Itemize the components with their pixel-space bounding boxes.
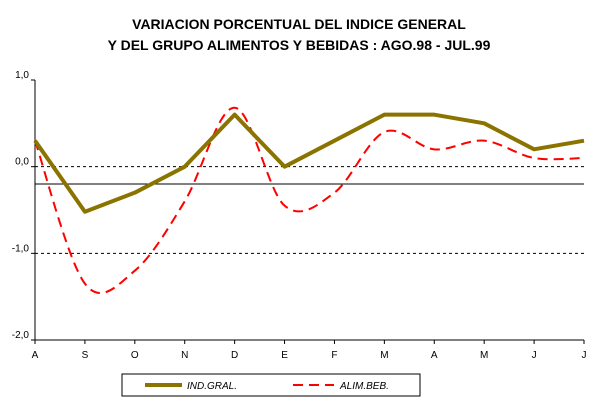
x-tick-label: J xyxy=(582,350,587,361)
x-tick-label: A xyxy=(431,350,438,361)
legend-label-ind-gral: IND.GRAL. xyxy=(187,381,237,392)
x-tick-label: J xyxy=(532,350,537,361)
x-tick-label: D xyxy=(231,350,238,361)
x-tick-label: F xyxy=(331,350,337,361)
y-tick-label: 1,0 xyxy=(15,70,29,81)
series-line-alim-beb xyxy=(34,106,585,294)
chart-title-line-1: VARIACION PORCENTUAL DEL INDICE GENERAL xyxy=(132,16,466,32)
x-tick-label: M xyxy=(480,350,488,361)
legend: IND.GRAL. ALIM.BEB. xyxy=(121,373,421,397)
chart-title-line-2: Y DEL GRUPO ALIMENTOS Y BEBIDAS : AGO.98… xyxy=(108,37,491,53)
y-tick-label: 0,0 xyxy=(15,157,29,168)
y-tick-label: -1,0 xyxy=(12,243,30,254)
x-tick-label: M xyxy=(380,350,388,361)
y-tick-label: -2,0 xyxy=(12,330,30,341)
x-tick-label: S xyxy=(82,350,89,361)
gridlines xyxy=(35,166,584,254)
y-ticks: 1,0 0,0 -1,0 -2,0 xyxy=(12,70,35,341)
legend-label-alim-beb: ALIM.BEB. xyxy=(339,381,389,392)
series-group xyxy=(33,106,585,294)
x-tick-label: O xyxy=(131,350,139,361)
legend-box xyxy=(121,373,421,397)
plot-area: 1,0 0,0 -1,0 -2,0 A S O N D E F M A M J J xyxy=(12,70,587,361)
x-tick-label: A xyxy=(32,350,39,361)
series-line-ind-gral xyxy=(33,112,585,214)
x-tick-label: E xyxy=(281,350,288,361)
x-tick-label: N xyxy=(181,350,188,361)
